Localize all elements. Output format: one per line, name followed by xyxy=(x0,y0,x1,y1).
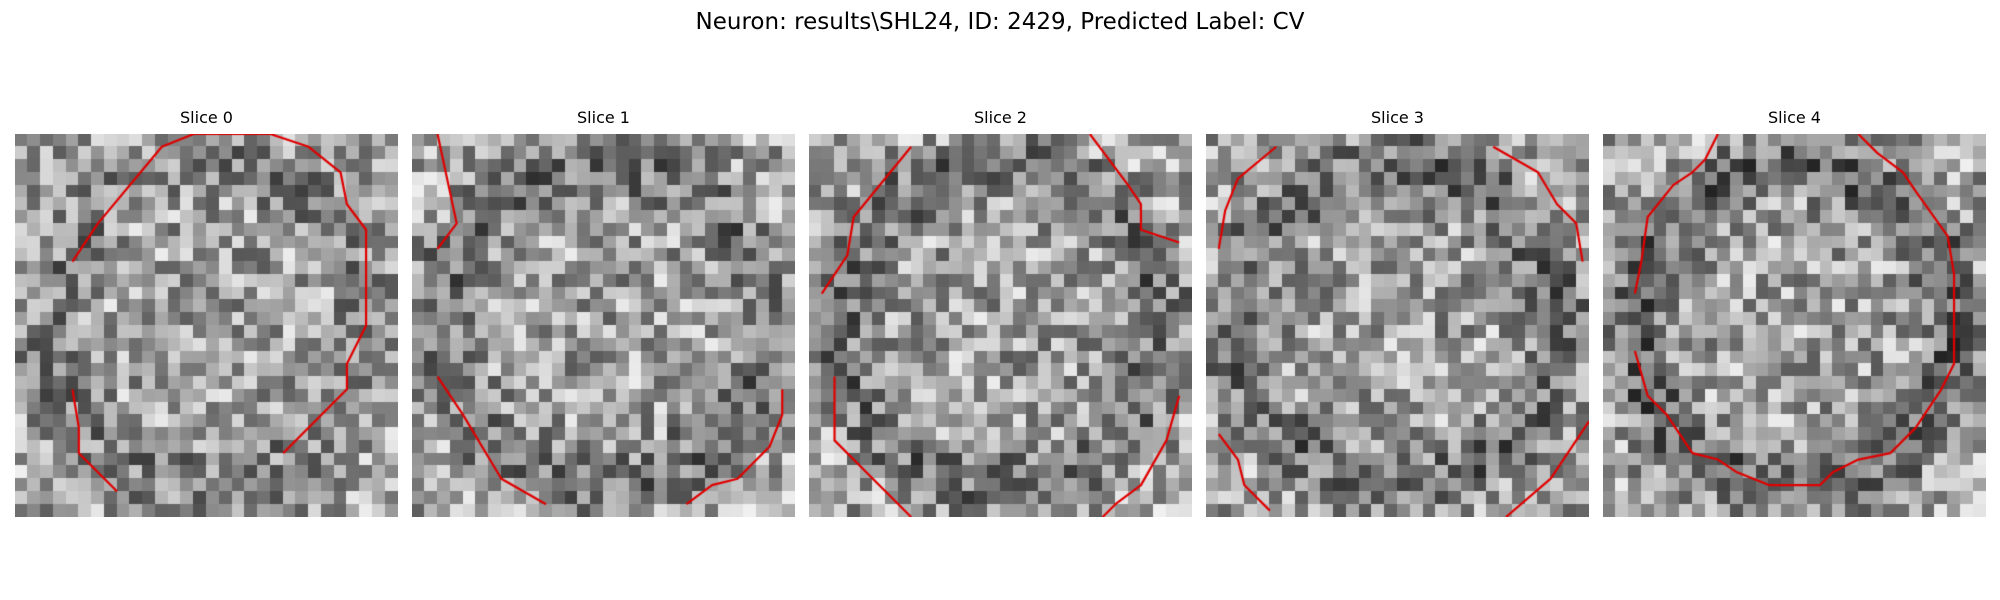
grayscale-image xyxy=(412,134,795,517)
panel-title: Slice 0 xyxy=(15,108,398,128)
grayscale-image xyxy=(1603,134,1986,517)
panel-title: Slice 3 xyxy=(1206,108,1589,128)
panel-title: Slice 1 xyxy=(412,108,795,128)
panel-title: Slice 2 xyxy=(809,108,1192,128)
grayscale-image xyxy=(15,134,398,517)
grayscale-image xyxy=(809,134,1192,517)
panel-title: Slice 4 xyxy=(1603,108,1986,128)
grayscale-image xyxy=(1206,134,1589,517)
figure-title: Neuron: results\SHL24, ID: 2429, Predict… xyxy=(0,8,2000,36)
